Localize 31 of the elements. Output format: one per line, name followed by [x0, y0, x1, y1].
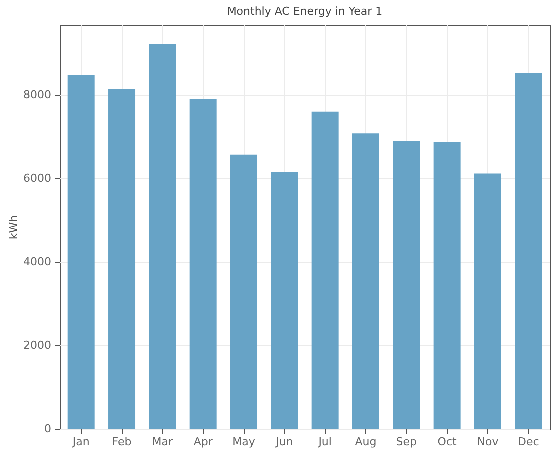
bar	[68, 75, 95, 429]
x-tick-label: Sep	[396, 436, 418, 448]
bar	[271, 172, 298, 429]
y-tick-label: 4000	[24, 255, 52, 268]
bar	[434, 142, 461, 429]
x-tick-label: Jul	[318, 436, 332, 448]
x-tick-label: Jun	[275, 436, 294, 448]
y-axis-title: kWh	[8, 215, 21, 240]
x-tick-label: Oct	[438, 436, 458, 448]
x-tick-label: Feb	[112, 436, 132, 448]
chart-title: Monthly AC Energy in Year 1	[227, 5, 383, 18]
bar	[393, 141, 420, 429]
y-tick-label: 2000	[24, 338, 52, 352]
x-tick-label: Jan	[72, 436, 90, 448]
x-tick-label: Dec	[518, 436, 540, 448]
bar	[474, 174, 502, 429]
bar	[149, 44, 176, 429]
x-tick-label: Mar	[152, 436, 174, 448]
x-tick-label: Aug	[355, 436, 377, 448]
bar	[108, 89, 136, 429]
y-tick-label: 0	[44, 422, 52, 436]
bar	[352, 134, 380, 429]
x-tick-label: Nov	[477, 436, 500, 448]
x-tick-label: May	[232, 436, 256, 448]
bar	[190, 99, 217, 429]
bar	[515, 73, 542, 429]
x-tick-label: Apr	[194, 436, 214, 448]
y-tick-label: 8000	[24, 88, 52, 102]
bar	[230, 154, 258, 429]
y-tick-label: 6000	[24, 172, 52, 185]
bar	[312, 112, 339, 429]
